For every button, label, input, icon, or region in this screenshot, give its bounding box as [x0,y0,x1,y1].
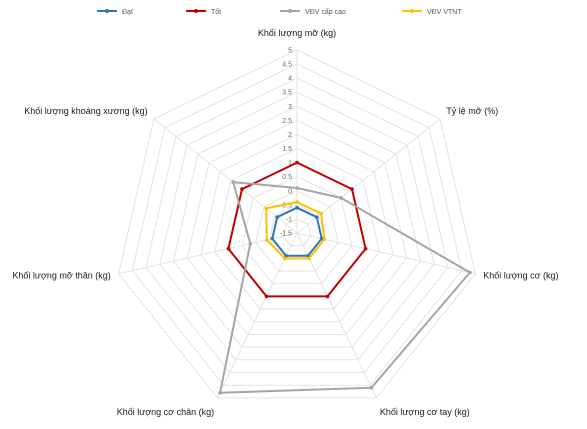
data-point [218,391,222,395]
legend-marker [105,9,109,13]
grid-ring [172,105,422,348]
radar-spokes [118,50,476,399]
axis-spoke [296,232,476,275]
data-point [248,241,253,246]
legend: Đạt Tốt VĐV cấp cao VĐV VTNT [97,7,462,16]
legend-item: Tốt [186,7,221,16]
tick-label: -1.5 [280,231,292,238]
tick-label: 3.5 [282,90,292,97]
data-point [295,160,299,165]
axis-label: Khối lượng mỡ (kg) [258,28,336,38]
grid-ring [200,133,394,323]
data-point [325,294,330,299]
axis-label: Tỷ lệ mỡ (%) [446,106,498,116]
data-point [226,246,231,251]
legend-label: VĐV cấp cao [305,7,346,16]
series-line [219,181,471,394]
legend-item: VĐV cấp cao [280,7,346,16]
data-point [468,270,472,275]
tick-label: 1 [288,160,292,167]
axis-label: Khối lượng cơ (kg) [483,271,558,281]
data-point [240,187,244,191]
legend-marker [194,9,198,13]
data-point [307,256,312,261]
data-point [295,186,299,190]
series-layer [218,160,472,395]
grid-ring [159,91,435,361]
data-point [319,236,324,241]
data-point [322,237,327,242]
legend-label: Đạt [122,9,133,16]
tick-label: 0 [288,188,292,195]
grid-ring [145,77,449,373]
data-point [264,206,269,211]
tick-label: 2.5 [282,118,292,125]
data-point [315,215,319,219]
tick-label: -1 [286,216,292,223]
data-point [339,196,343,200]
grid-ring [282,218,312,247]
data-point [275,215,280,219]
legend-item: VĐV VTNT [402,9,462,16]
data-point [270,236,275,241]
axis-label: Khối lượng cơ chân (kg) [117,407,214,417]
grid-ring [186,119,408,335]
axis-label: Khối lượng mỡ thân (kg) [12,271,110,281]
axis-label: Khối lượng khoáng xương (kg) [24,106,147,116]
legend-item: Đạt [97,9,133,16]
series-3 [264,200,327,261]
legend-marker [288,9,292,13]
data-point [265,238,269,242]
data-point [295,205,299,210]
tick-label: 4 [288,76,292,83]
grid-ring [131,63,463,386]
legend-marker [410,9,414,13]
data-point [264,294,269,299]
data-point [369,385,374,390]
data-point [363,246,368,251]
axis-spoke [217,232,298,399]
grid-ring [118,49,476,399]
tick-label: 1.5 [282,146,292,153]
grid-ring [241,176,353,285]
axis-label: Khối lượng cơ tay (kg) [380,407,470,417]
data-point [350,187,354,191]
series-line [271,206,323,257]
data-point [283,256,287,261]
grid-ring [214,147,380,310]
axis-labels: Khối lượng mỡ (kg) Tỷ lệ mỡ (%) Khối lượng… [12,28,558,417]
tick-label: 2 [288,132,292,139]
radar-grid [118,49,476,399]
legend-label: VĐV VTNT [427,9,462,16]
series-2 [218,180,472,395]
grid-ring [255,190,339,272]
axis-spoke [118,232,298,275]
tick-label: 0.5 [282,174,292,181]
axis-spoke [153,118,298,234]
tick-label: 4.5 [282,62,292,69]
tick-label: 3 [288,104,292,111]
tick-labels: -1.5 -1 -0.5 0 0.5 1 1.5 2 2.5 3 3.5 4 4.5 5 [280,48,292,238]
tick-label: 5 [288,48,292,55]
data-point [231,180,235,184]
axis-spoke [296,232,377,399]
series-line [265,201,326,260]
data-point [319,211,324,216]
series-line [227,161,367,298]
tick-label: -0.5 [280,202,292,209]
legend-label: Tốt [211,7,221,16]
data-point [295,200,299,204]
series-1 [226,160,368,299]
axis-spoke [296,118,441,234]
